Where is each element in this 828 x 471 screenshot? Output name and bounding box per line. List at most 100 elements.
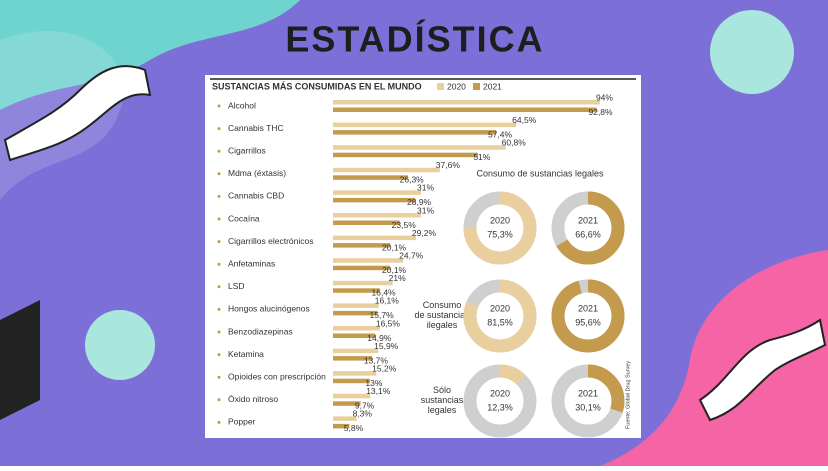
donut-value: 81,5% — [487, 317, 513, 327]
bar — [333, 175, 408, 180]
squiggle — [698, 318, 827, 422]
bullet — [217, 149, 221, 153]
donut-value: 66,6% — [575, 229, 601, 239]
donut-arc — [463, 364, 537, 438]
category-label: Cigarrillos — [228, 145, 266, 155]
bar — [333, 356, 372, 361]
donut-year: 2021 — [578, 388, 598, 398]
bullet — [217, 420, 221, 424]
blob — [0, 0, 300, 110]
bar — [333, 288, 380, 293]
bullet — [217, 330, 221, 334]
category-label: Hongos alucinógenos — [228, 304, 310, 314]
donut-arc — [551, 279, 625, 353]
donut-year: 2020 — [490, 303, 510, 313]
bullet — [217, 375, 221, 379]
category-label: Cannabis THC — [228, 123, 284, 133]
donut-value: 75,3% — [487, 229, 513, 239]
category-label: Cocaína — [228, 213, 260, 223]
circle-decor — [710, 10, 794, 94]
bar — [333, 258, 404, 263]
donut-arc — [551, 191, 625, 265]
value-label: 28,9% — [407, 197, 432, 207]
bar — [333, 130, 497, 135]
bar — [333, 197, 416, 203]
category-label: Benzodiazepinas — [228, 326, 293, 336]
donut-value: 95,6% — [575, 317, 601, 327]
value-label: 64,5% — [512, 115, 537, 125]
value-label: 16,4% — [372, 288, 397, 298]
bar — [333, 378, 370, 384]
group-label: Sólo sustancias legales — [421, 385, 464, 415]
category-label: Popper — [228, 417, 256, 427]
donut-year: 2021 — [578, 215, 598, 225]
category-label: Óxido nitroso — [228, 394, 278, 404]
bullet — [217, 240, 221, 244]
bar — [333, 190, 422, 195]
group-label: Consumo de sustancias legales — [476, 168, 604, 178]
bullet — [217, 127, 221, 131]
bar — [333, 326, 380, 331]
category-label: Anfetaminas — [228, 258, 275, 268]
group-label: Consumo de sustancias ilegales — [414, 300, 470, 330]
squiggle — [3, 65, 152, 162]
bar — [333, 303, 379, 308]
donut-arc — [463, 191, 537, 265]
donut-value: 30,1% — [575, 402, 601, 412]
source: Fuente: Global Drug Survey — [625, 361, 631, 429]
value-label: 26,3% — [400, 175, 425, 185]
value-label: 13% — [365, 378, 382, 388]
bar — [333, 122, 517, 128]
value-label: 9,7% — [355, 401, 375, 411]
bar — [333, 348, 379, 354]
value-label: 16,1% — [375, 296, 400, 306]
bar — [333, 243, 391, 248]
value-label: 29,2% — [412, 228, 437, 238]
value-label: 37,6% — [436, 160, 461, 170]
value-label: 51% — [473, 152, 490, 162]
circle-decor — [85, 310, 155, 380]
donut-year: 2021 — [578, 303, 598, 313]
value-label: 13,1% — [366, 386, 391, 396]
category-label: Cannabis CBD — [228, 191, 284, 201]
value-label: 13,7% — [364, 355, 389, 365]
legend-swatch — [437, 83, 444, 90]
bullet — [217, 285, 221, 289]
value-label: 20,1% — [382, 242, 407, 252]
bar — [333, 107, 597, 112]
blob — [600, 250, 828, 466]
bullet — [217, 307, 221, 311]
bar — [333, 393, 371, 399]
value-label: 15,7% — [370, 310, 395, 320]
bar — [333, 220, 400, 225]
bar — [333, 152, 478, 158]
value-label: 31% — [417, 205, 434, 215]
bar — [333, 167, 440, 173]
donut-year: 2020 — [490, 215, 510, 225]
bullet — [217, 262, 221, 266]
bullet — [217, 194, 221, 198]
value-label: 31% — [417, 183, 434, 193]
bar — [333, 265, 391, 271]
bullet — [217, 172, 221, 176]
category-label: Alcohol — [228, 100, 256, 110]
value-label: 15,9% — [374, 341, 399, 351]
bar — [333, 145, 506, 150]
value-label: 15,2% — [372, 363, 397, 373]
value-label: 57,4% — [488, 129, 513, 139]
value-label: 21% — [389, 273, 406, 283]
value-label: 92,8% — [588, 107, 613, 117]
bar — [333, 423, 350, 429]
bullet — [217, 353, 221, 357]
value-label: 60,8% — [502, 137, 527, 147]
bar — [333, 100, 600, 105]
bullet — [217, 398, 221, 402]
bar — [333, 401, 361, 406]
bar — [333, 333, 376, 338]
bar — [333, 235, 416, 241]
value-label: 16,5% — [376, 318, 401, 328]
category-label: LSD — [228, 281, 245, 291]
category-label: Mdma (éxtasis) — [228, 168, 286, 178]
bar — [333, 280, 393, 286]
